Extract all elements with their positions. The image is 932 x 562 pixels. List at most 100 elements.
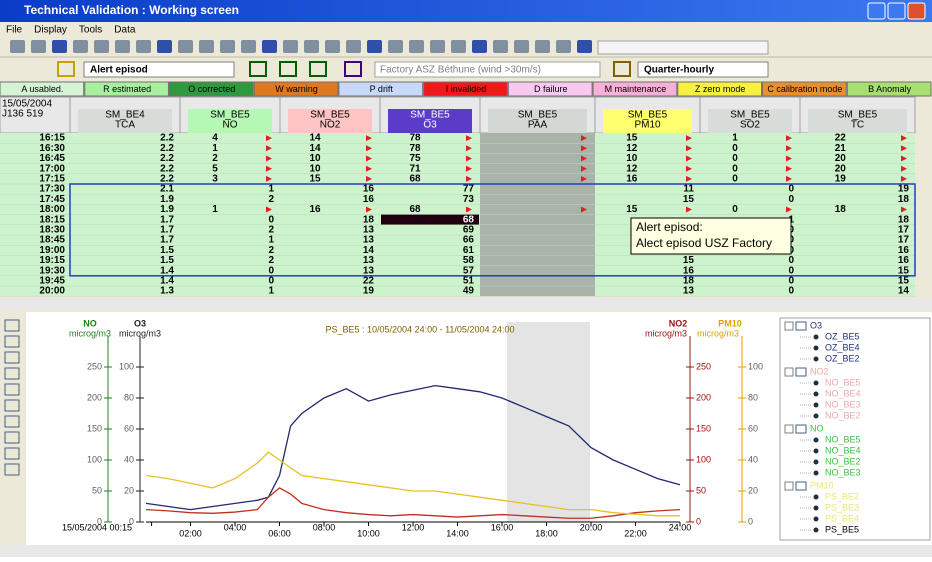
status-code[interactable]	[507, 81, 593, 97]
toolbar-button[interactable]	[493, 40, 508, 53]
toolbar-button[interactable]	[249, 61, 267, 77]
x-tick-label: 02:00	[179, 528, 202, 538]
toolbar-button[interactable]	[199, 40, 214, 53]
toolbar-button[interactable]	[346, 40, 361, 53]
chart-tool[interactable]	[4, 447, 20, 460]
menu-item[interactable]: Display	[34, 25, 67, 36]
status-code[interactable]	[0, 81, 85, 97]
cell-value: 12	[626, 143, 638, 154]
tree-item[interactable]: PS_BE2	[825, 491, 859, 501]
toolbar-button[interactable]	[10, 40, 25, 53]
status-code[interactable]	[84, 81, 169, 97]
cell-value: 78	[409, 133, 421, 144]
tree-item[interactable]: NO_BE2	[825, 456, 861, 466]
step-combo[interactable]	[637, 61, 769, 78]
toolbar-button[interactable]	[157, 40, 172, 53]
status-code[interactable]	[338, 81, 424, 97]
minimize-button[interactable]	[867, 2, 886, 20]
toolbar-button[interactable]	[367, 40, 382, 53]
toolbar-button[interactable]	[451, 40, 466, 53]
toolbar-button[interactable]	[136, 40, 151, 53]
cell-value: 13	[683, 286, 695, 297]
menu-item[interactable]: Tools	[79, 25, 102, 36]
chart-tool[interactable]	[4, 367, 20, 380]
tree-item[interactable]: PS_BE3	[825, 502, 859, 512]
cell-value: 2	[212, 153, 218, 164]
y-tick-label: 50	[92, 485, 102, 495]
tree-item[interactable]: NO_BE5	[825, 434, 861, 444]
tree-item[interactable]: OZ_BE4	[825, 342, 860, 352]
status-code[interactable]	[592, 81, 678, 97]
toolbar-button[interactable]	[279, 61, 297, 77]
time-selection[interactable]	[507, 322, 590, 522]
toolbar-button[interactable]	[409, 40, 424, 53]
status-code[interactable]	[253, 81, 339, 97]
toolbar-button[interactable]	[309, 61, 327, 77]
tree-expander[interactable]	[784, 367, 794, 377]
status-code[interactable]	[762, 81, 847, 97]
status-code[interactable]	[846, 81, 932, 97]
menu-item[interactable]: File	[6, 25, 23, 36]
toolbar-button[interactable]	[430, 40, 445, 53]
toolbar-button[interactable]	[535, 40, 550, 53]
flag	[581, 206, 587, 213]
tree-item[interactable]: NO_BE3	[825, 399, 861, 409]
maximize-button[interactable]	[887, 2, 906, 20]
toolbar-button[interactable]	[388, 40, 403, 53]
tree-expander[interactable]	[784, 424, 794, 434]
tree-item[interactable]: PS_BE5	[825, 524, 859, 534]
toolbar-button[interactable]	[344, 61, 362, 77]
toolbar-button[interactable]	[94, 40, 109, 53]
tree-expander[interactable]	[784, 321, 794, 331]
toolbar-button[interactable]	[304, 40, 319, 53]
toolbar-button[interactable]	[31, 40, 46, 53]
toolbar-button[interactable]	[472, 40, 487, 53]
toolbar-button[interactable]	[57, 61, 75, 77]
toolbar-button[interactable]	[220, 40, 235, 53]
status-code[interactable]	[677, 81, 763, 97]
toolbar-button[interactable]	[241, 40, 256, 53]
menu-item[interactable]: Data	[114, 25, 136, 36]
table-scrollbar[interactable]	[0, 298, 932, 310]
toolbar-button[interactable]	[577, 40, 592, 53]
tree-item[interactable]: NO_BE5	[825, 377, 861, 387]
chart-tool[interactable]	[4, 399, 20, 412]
tree-item[interactable]: OZ_BE5	[825, 331, 860, 341]
row-time: 17:00	[39, 163, 65, 174]
tree-bullet	[813, 437, 819, 443]
chart-tool[interactable]	[4, 319, 20, 332]
tree-expander[interactable]	[784, 481, 794, 491]
toolbar-button[interactable]	[283, 40, 298, 53]
flag	[686, 165, 692, 172]
toolbar-button[interactable]	[115, 40, 130, 53]
toolbar-button[interactable]	[613, 61, 631, 77]
tree-item[interactable]: NO_BE4	[825, 388, 861, 398]
tree-item[interactable]: PS_BE4	[825, 513, 859, 523]
toolbar-button[interactable]	[262, 40, 277, 53]
toolbar-button[interactable]	[325, 40, 340, 53]
cell-value: 16	[363, 194, 375, 205]
toolbar-button[interactable]	[178, 40, 193, 53]
close-button[interactable]	[907, 2, 926, 20]
chart-tool[interactable]	[4, 463, 20, 476]
tree-item[interactable]: NO_BE4	[825, 445, 861, 455]
status-code[interactable]	[423, 81, 508, 97]
site-field[interactable]	[374, 61, 601, 78]
status-code-label: A usabled.	[21, 84, 63, 94]
tree-item[interactable]: NO_BE2	[825, 410, 861, 420]
chart-tool[interactable]	[4, 335, 20, 348]
tree-item[interactable]: NO_BE3	[825, 467, 861, 477]
episode-combo[interactable]	[83, 61, 235, 78]
toolbar-button[interactable]	[73, 40, 88, 53]
tree-item[interactable]: OZ_BE2	[825, 353, 860, 363]
toolbar-button[interactable]	[52, 40, 67, 53]
chart-tool[interactable]	[4, 431, 20, 444]
chart-tool[interactable]	[4, 351, 20, 364]
status-code[interactable]	[168, 81, 254, 97]
toolbar-button[interactable]	[556, 40, 571, 53]
chart-scrollbar[interactable]	[0, 545, 932, 557]
toolbar-button[interactable]	[514, 40, 529, 53]
chart-tool[interactable]	[4, 415, 20, 428]
site-combo[interactable]	[597, 40, 769, 55]
chart-tool[interactable]	[4, 383, 20, 396]
